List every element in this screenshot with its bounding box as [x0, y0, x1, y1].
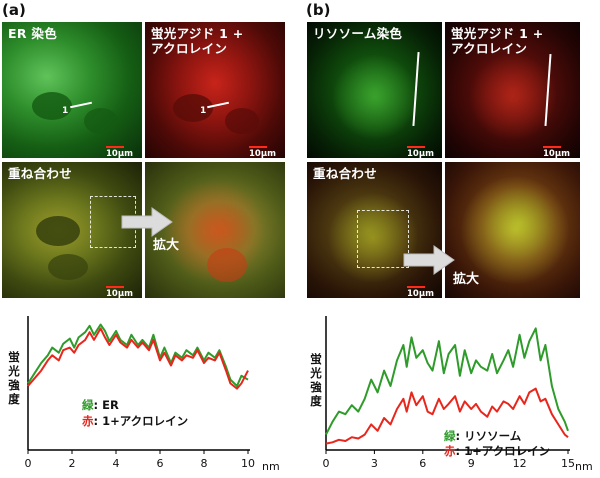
- x-tick-label: 12: [513, 457, 527, 470]
- legend-red-rest: : 1+アクロレイン: [455, 444, 551, 458]
- legend-green-prefix: 緑: [82, 398, 94, 412]
- legend-red-prefix: 赤: [82, 414, 94, 428]
- probe-image: 1 蛍光アジド 1 + アクロレイン 10µm: [145, 22, 285, 158]
- lysosome-stain-label: リソソーム染色: [313, 26, 403, 41]
- x-tick-label: 6: [157, 457, 164, 470]
- x-tick-label: 9: [468, 457, 475, 470]
- legend-green-rest: : リソソーム: [455, 429, 522, 443]
- series-line-0: [325, 327, 569, 436]
- er-stain-image: 1 ER 染色 10µm: [2, 22, 142, 158]
- zoom-label: 拡大: [153, 238, 180, 253]
- scale-bar: [407, 146, 425, 148]
- x-tick-label: 4: [113, 457, 120, 470]
- zoomed-image-b: 拡大: [445, 162, 580, 298]
- merge-image-b: 重ね合わせ 10µm: [307, 162, 442, 298]
- chart-a: 0 2 4 6 8 10: [25, 316, 255, 470]
- merge-label-b: 重ね合わせ: [313, 166, 378, 181]
- probe-image-b: 蛍光アジド 1 + アクロレイン 10µm: [445, 22, 580, 158]
- probe-label: 蛍光アジド 1 + アクロレイン: [151, 26, 244, 56]
- x-tick-label: 2: [69, 457, 76, 470]
- chart-b-legend-green: 緑: リソソーム: [444, 428, 521, 444]
- x-tick-label: 10: [241, 457, 255, 470]
- zoom-arrow: [121, 207, 173, 237]
- scale-text: 10µm: [106, 149, 133, 158]
- merge-label: 重ね合わせ: [8, 166, 73, 181]
- chart-b: 0 3 6 9 12 15: [323, 316, 575, 470]
- scale-text: 10µm: [106, 289, 133, 298]
- series-line-1: [325, 387, 569, 445]
- legend-red-prefix: 赤: [444, 444, 456, 458]
- series-line-1: [27, 327, 249, 390]
- panel-b-letter: (b): [306, 1, 331, 19]
- merge-image: 重ね合わせ 10µm: [2, 162, 142, 298]
- scale-bar: [543, 146, 561, 148]
- x-tick-label: 6: [419, 457, 426, 470]
- chart-b-legend-red: 赤: 1+アクロレイン: [444, 443, 550, 459]
- chart-b-unit: nm: [575, 460, 593, 473]
- chart-a-unit: nm: [262, 460, 280, 473]
- legend-red-rest: : 1+アクロレイン: [93, 414, 189, 428]
- zoom-arrow-b: [403, 245, 455, 275]
- x-tick-label: 3: [371, 457, 378, 470]
- panel-a-letter: (a): [2, 1, 26, 19]
- zoomed-image: 拡大: [145, 162, 285, 298]
- scale-text: 10µm: [407, 289, 434, 298]
- line-marker-label: 1: [200, 106, 207, 116]
- zoom-label-b: 拡大: [453, 272, 480, 287]
- scale-bar: [106, 146, 124, 148]
- chart-a-legend-green: 緑: ER: [82, 397, 119, 413]
- x-tick-label: 8: [201, 457, 208, 470]
- line-profile-marker: [70, 101, 92, 108]
- zoom-region-box: [357, 210, 409, 268]
- legend-green-prefix: 緑: [444, 429, 456, 443]
- scale-bar: [106, 286, 124, 288]
- x-tick-label: 0: [25, 457, 32, 470]
- scale-text: 10µm: [407, 149, 434, 158]
- x-tick-label: 15: [561, 457, 575, 470]
- scale-text: 10µm: [543, 149, 570, 158]
- series-line-0: [27, 323, 249, 387]
- legend-green-rest: : ER: [93, 398, 119, 412]
- er-stain-label: ER 染色: [8, 26, 58, 41]
- chart-a-legend-red: 赤: 1+アクロレイン: [82, 413, 188, 429]
- probe-label-b: 蛍光アジド 1 + アクロレイン: [451, 26, 544, 56]
- chart-b-ylabel: 蛍光強度: [310, 352, 322, 408]
- scale-bar: [249, 146, 267, 148]
- scale-text: 10µm: [249, 149, 276, 158]
- line-marker-label: 1: [62, 106, 69, 116]
- x-tick-label: 0: [323, 457, 330, 470]
- scale-bar: [407, 286, 425, 288]
- chart-a-ylabel: 蛍光強度: [8, 350, 20, 406]
- lysosome-stain-image: リソソーム染色 10µm: [307, 22, 442, 158]
